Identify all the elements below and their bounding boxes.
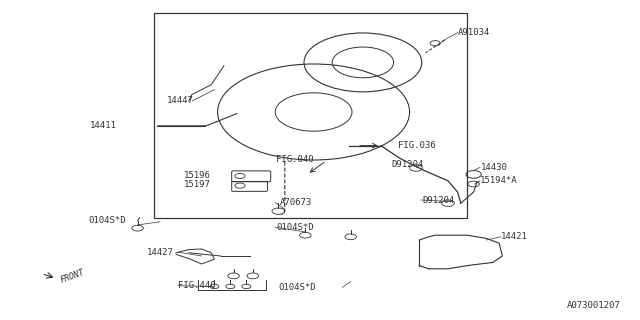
Text: A91034: A91034	[458, 28, 490, 36]
Text: 15197: 15197	[184, 180, 211, 189]
Text: FIG.040: FIG.040	[276, 155, 314, 164]
Bar	[154, 13, 467, 218]
Text: 14430: 14430	[481, 163, 508, 172]
Text: 0104S*D: 0104S*D	[278, 283, 316, 292]
Text: FRONT: FRONT	[59, 268, 86, 285]
Text: D91204: D91204	[392, 160, 424, 169]
Text: D91204: D91204	[422, 196, 454, 205]
Text: 0104S*D: 0104S*D	[88, 216, 126, 225]
Text: 15196: 15196	[184, 171, 211, 180]
Text: 14421: 14421	[501, 232, 528, 241]
Text: 14427: 14427	[147, 248, 174, 257]
Text: FIG.440: FIG.440	[178, 281, 216, 290]
Text: FIG.036: FIG.036	[398, 141, 436, 150]
Text: 15194*A: 15194*A	[480, 176, 518, 185]
Text: 0104S*D: 0104S*D	[276, 223, 314, 232]
Text: 14411: 14411	[90, 121, 116, 130]
Text: A70673: A70673	[280, 198, 312, 207]
Text: 14447: 14447	[166, 96, 193, 105]
Text: A073001207: A073001207	[567, 301, 621, 310]
